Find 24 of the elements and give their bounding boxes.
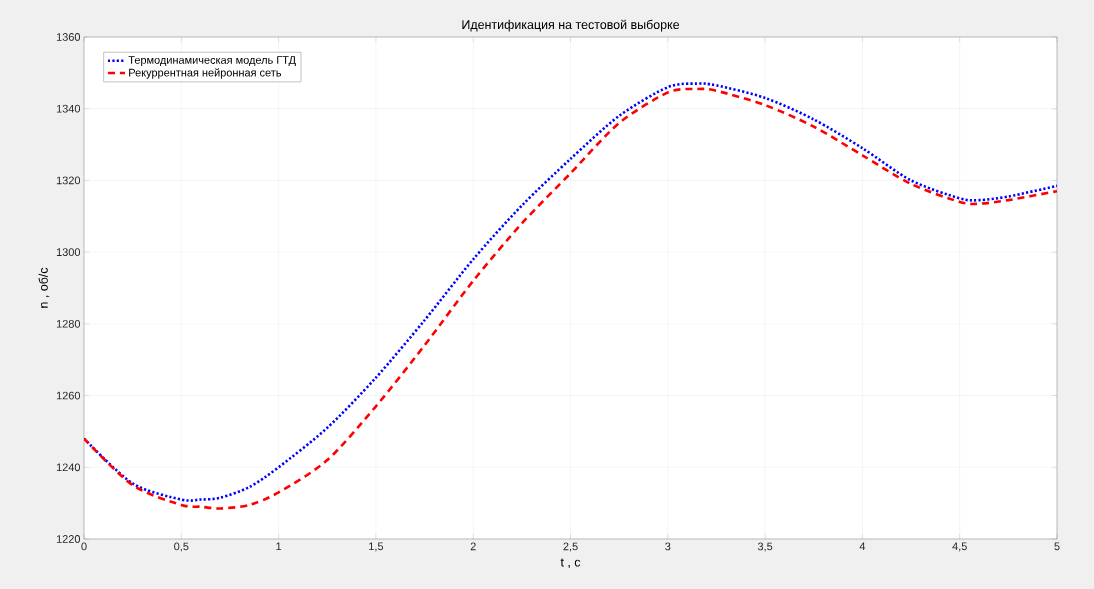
y-tick-label: 1340 — [56, 104, 81, 113]
x-tick-label: 5 — [1054, 542, 1060, 551]
x-tick-label: 1,5 — [369, 542, 384, 552]
y-tick-label: 1320 — [56, 176, 81, 185]
x-tick-label: 2 — [470, 542, 476, 551]
y-tick-label: 1360 — [56, 33, 81, 41]
x-tick-label: 1 — [276, 542, 282, 551]
chart-title: Идентификация на тестовой выборке — [462, 19, 680, 32]
y-tick-label: 1240 — [56, 463, 81, 472]
x-tick-label: 2,5 — [563, 542, 578, 552]
x-tick-label: 0,5 — [174, 542, 189, 552]
x-axis-title: t , c — [560, 558, 581, 569]
x-tick-label: 3 — [665, 542, 671, 551]
y-tick-label: 1220 — [56, 535, 81, 543]
legend-label: Термодинамическая модель ГТД — [128, 56, 296, 67]
x-tick-label: 4,5 — [952, 542, 967, 552]
x-tick-label: 4 — [859, 542, 866, 551]
x-tick-label: 0 — [81, 542, 87, 551]
y-tick-label: 1260 — [56, 391, 81, 400]
legend-label: Рекуррентная нейронная сеть — [129, 68, 282, 79]
x-tick-label: 3,5 — [757, 542, 773, 552]
y-axis-title: n , об/с — [38, 267, 50, 308]
y-tick-label: 1280 — [56, 319, 81, 328]
y-tick-label: 1300 — [56, 248, 81, 257]
